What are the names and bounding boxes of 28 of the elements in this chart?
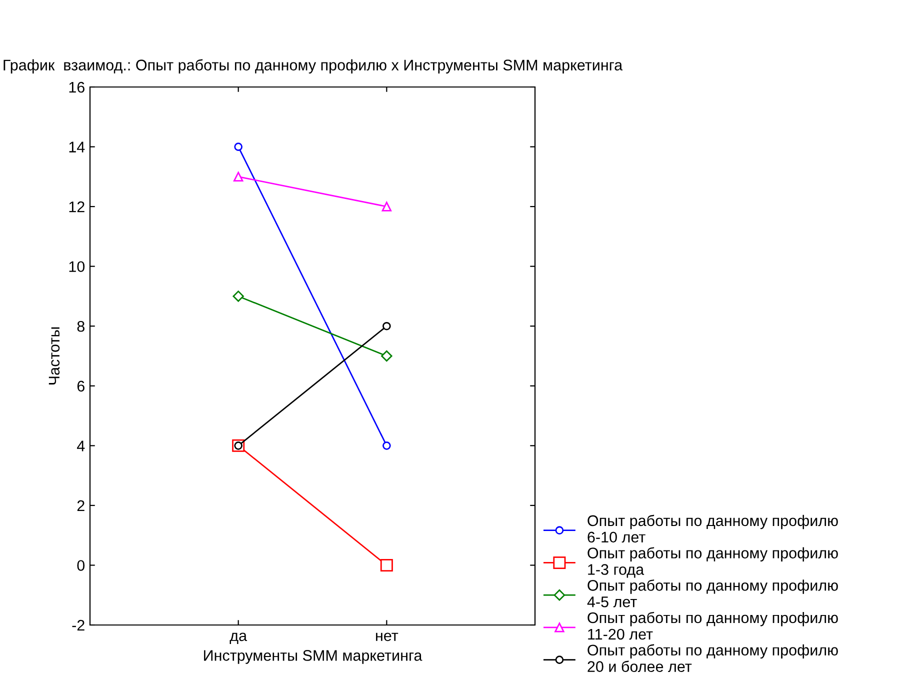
point [232, 290, 244, 302]
x-axis-title: Инструменты SMM маркетинга [204, 650, 422, 664]
y-axis-title: Частоты [48, 327, 60, 384]
point [381, 350, 392, 362]
y-tick-label: 14 [69, 142, 85, 152]
chart-title: График взаимод.: Опыт работы по данному профилю x Инструменты SMM маркетинга [4, 59, 623, 74]
legend-label: Опыт работы по данному профилю 11-20 лет [588, 612, 838, 640]
point [382, 442, 391, 450]
point [382, 202, 392, 212]
y-tick-label: 16 [69, 82, 84, 93]
y-tick-label: 10 [69, 261, 85, 272]
legend-label: Опыт работы по данному профилю 20 и более лет [588, 644, 838, 672]
y-tick-label: 6 [77, 380, 84, 392]
y-tick-label: 4 [76, 440, 85, 452]
legend-label: Опыт работы по данному профилю 4-5 лет [587, 579, 838, 608]
point [382, 322, 391, 330]
point [233, 172, 244, 182]
point [234, 142, 242, 151]
x-tick-label: да [230, 632, 248, 644]
y-tick-label: 2 [77, 500, 84, 511]
y-tick-label: -2 [72, 620, 84, 631]
y-tick-label: 8 [77, 320, 84, 332]
y-tick-label: 12 [69, 201, 84, 212]
legend-label: Опыт работы по данному профилю 1-3 года [588, 547, 838, 578]
point [380, 558, 393, 572]
y-tick-label: 0 [77, 560, 85, 571]
x-tick-label: нет [376, 632, 398, 642]
legend-label: Опыт работы по данному профилю 6-10 лет [588, 514, 838, 543]
